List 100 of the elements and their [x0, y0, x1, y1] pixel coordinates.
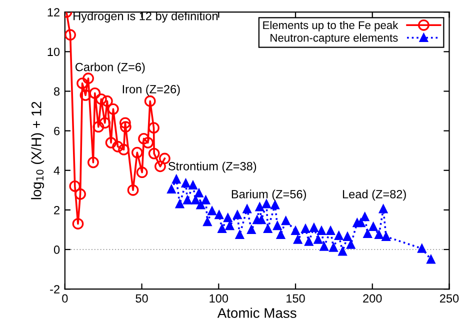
x-tick-label: 250 [440, 294, 459, 303]
point [154, 160, 166, 172]
legend-label: Elements up to the Fe peak [263, 20, 398, 32]
point [64, 29, 76, 41]
point [183, 196, 192, 204]
point [314, 235, 322, 244]
point [320, 242, 328, 251]
annotation: Iron (Z=26) [122, 84, 180, 96]
point [201, 196, 210, 204]
point [127, 184, 139, 196]
point [172, 174, 181, 184]
point [148, 122, 160, 134]
point [119, 117, 131, 129]
point [294, 235, 302, 244]
point [369, 222, 378, 232]
point [270, 200, 280, 210]
point [203, 217, 212, 226]
point [382, 232, 390, 241]
y-tick-label: -2 [50, 285, 60, 294]
point [191, 196, 200, 204]
annotation: Carbon (Z=6) [76, 62, 145, 74]
point [291, 226, 300, 236]
point [264, 224, 272, 234]
legend-label: Neutron-capture elements [270, 34, 398, 44]
point [356, 218, 366, 228]
point [88, 156, 99, 168]
point [374, 230, 384, 239]
x-axis-title: Atomic Mass [217, 308, 296, 318]
point [247, 225, 256, 234]
point [89, 88, 101, 99]
point [257, 216, 266, 224]
point [105, 136, 117, 148]
point [76, 78, 88, 90]
point [99, 117, 111, 129]
point [301, 224, 310, 234]
y-tick-label: 6 [54, 126, 60, 136]
point [426, 255, 436, 264]
point [262, 200, 271, 208]
point [418, 244, 426, 253]
point [175, 200, 184, 208]
point [80, 89, 92, 101]
point [346, 240, 356, 249]
point [82, 72, 94, 84]
y-tick-label: 0 [54, 246, 60, 254]
point [96, 93, 107, 105]
y-tick-label: 10 [48, 48, 60, 56]
point [120, 121, 132, 133]
y-axis-title: log$_{10}$ (X/H) + 12 [31, 102, 44, 200]
point [282, 216, 290, 226]
point [194, 188, 204, 198]
y-tick-label: 4 [54, 166, 60, 175]
point [69, 180, 81, 192]
x-tick-label: 150 [286, 294, 305, 303]
point [235, 230, 244, 239]
point [276, 230, 286, 239]
point [233, 210, 242, 220]
x-tick-label: 100 [210, 294, 228, 303]
point [101, 95, 113, 107]
point [242, 204, 252, 214]
point [326, 226, 335, 236]
x-tick-label: 0 [62, 294, 68, 303]
point [112, 140, 124, 152]
point [224, 214, 232, 222]
point [334, 231, 344, 240]
point [158, 152, 170, 164]
point [214, 210, 224, 220]
annotation: Strontium (Z=38) [168, 162, 256, 173]
point [136, 166, 148, 178]
point [74, 188, 86, 200]
point [304, 237, 314, 246]
point [255, 202, 264, 212]
point [181, 178, 190, 188]
point [138, 133, 150, 144]
point [363, 229, 372, 238]
point [343, 232, 352, 241]
point [72, 218, 84, 230]
point [144, 95, 156, 107]
x-tick-label: 50 [136, 294, 148, 303]
point [225, 221, 234, 230]
annotation: Lead (Z=82) [342, 190, 406, 201]
point [196, 200, 205, 210]
point [310, 223, 318, 232]
point [167, 184, 176, 194]
point [131, 146, 143, 158]
point [208, 206, 216, 216]
point [118, 144, 130, 156]
point [148, 148, 160, 160]
point [218, 224, 226, 234]
point [188, 180, 198, 190]
x-tick-label: 200 [363, 294, 382, 303]
point [378, 204, 388, 214]
annotation: Barium (Z=56) [232, 190, 306, 201]
point [329, 243, 338, 252]
point [92, 121, 104, 133]
point [317, 226, 326, 236]
y-tick-label: 8 [54, 87, 60, 96]
y-tick-label: 2 [54, 206, 60, 214]
point [273, 221, 282, 230]
point [142, 136, 154, 148]
y-tick-label: 12 [48, 8, 60, 16]
